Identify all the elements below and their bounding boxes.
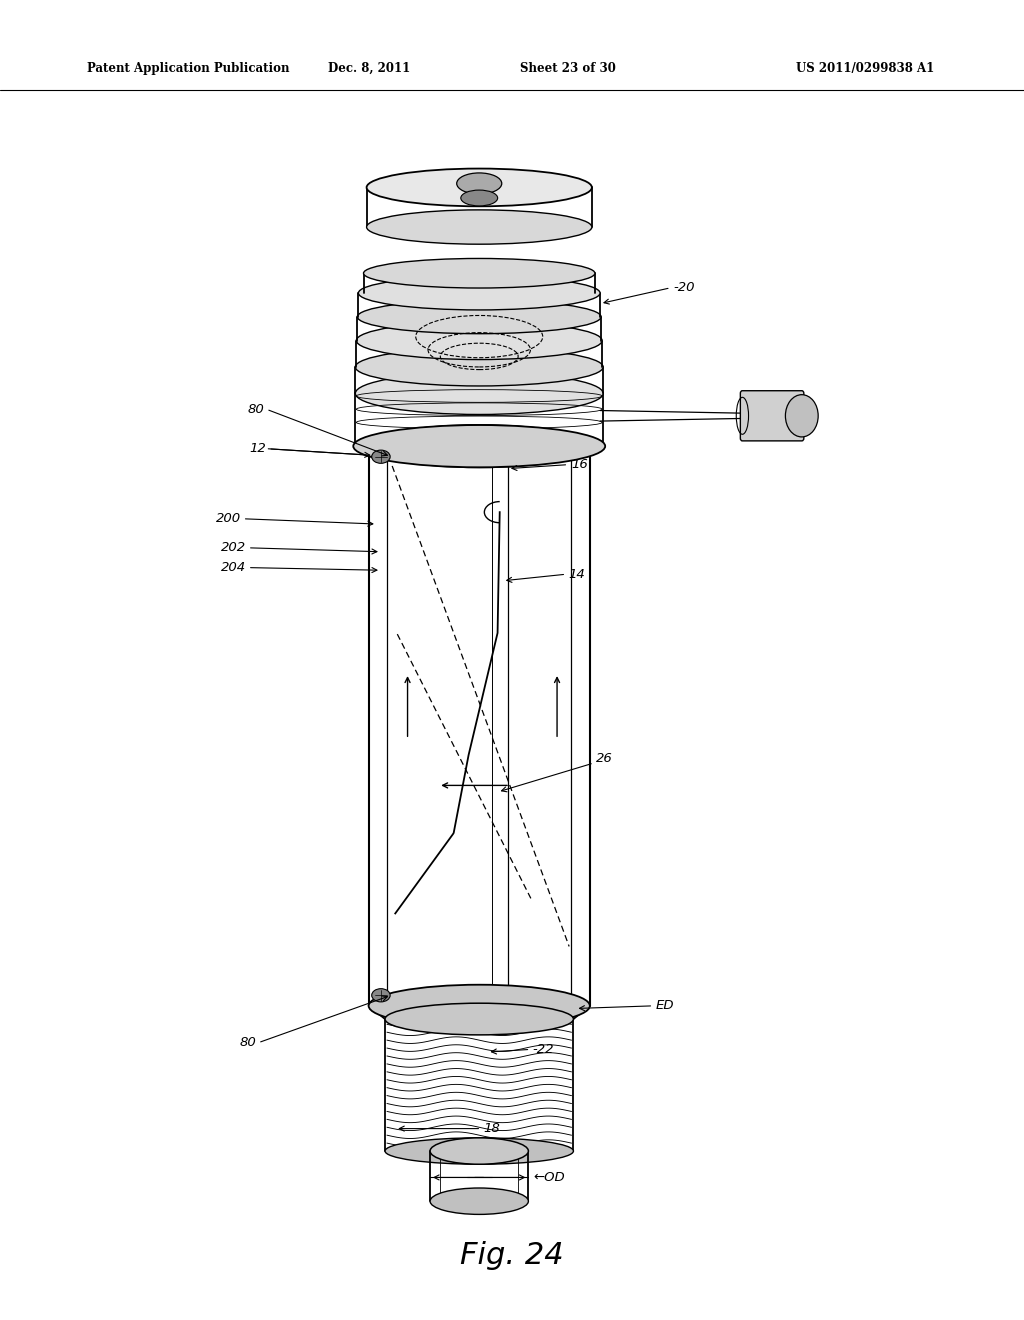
Text: -22: -22 xyxy=(532,1043,554,1056)
Ellipse shape xyxy=(385,1003,573,1035)
Text: ED: ED xyxy=(655,999,674,1012)
Ellipse shape xyxy=(353,425,605,467)
Text: 202: 202 xyxy=(220,541,246,554)
Text: Sheet 23 of 30: Sheet 23 of 30 xyxy=(520,62,616,75)
Ellipse shape xyxy=(430,1138,528,1164)
Text: Dec. 8, 2011: Dec. 8, 2011 xyxy=(328,62,410,75)
Ellipse shape xyxy=(367,210,592,244)
Ellipse shape xyxy=(461,190,498,206)
Ellipse shape xyxy=(457,173,502,194)
Ellipse shape xyxy=(369,985,590,1027)
Text: 200: 200 xyxy=(215,512,241,525)
Text: Patent Application Publication: Patent Application Publication xyxy=(87,62,290,75)
Ellipse shape xyxy=(355,348,603,385)
Ellipse shape xyxy=(357,300,601,334)
Ellipse shape xyxy=(385,1138,573,1164)
Text: US 2011/0299838 A1: US 2011/0299838 A1 xyxy=(796,62,935,75)
Text: 204: 204 xyxy=(220,561,246,574)
Text: -20: -20 xyxy=(674,281,695,294)
Text: 80: 80 xyxy=(240,1036,256,1049)
Ellipse shape xyxy=(372,989,390,1002)
FancyBboxPatch shape xyxy=(740,391,804,441)
Ellipse shape xyxy=(372,450,390,463)
Ellipse shape xyxy=(364,259,595,288)
Ellipse shape xyxy=(355,372,603,414)
Text: 14: 14 xyxy=(568,568,585,581)
Ellipse shape xyxy=(369,425,590,467)
Text: 80: 80 xyxy=(248,403,264,416)
Text: ←OD: ←OD xyxy=(534,1171,565,1184)
Text: 16: 16 xyxy=(571,458,588,471)
Text: 26: 26 xyxy=(596,752,612,766)
Ellipse shape xyxy=(367,169,592,206)
Ellipse shape xyxy=(356,322,602,359)
Text: 18: 18 xyxy=(483,1122,500,1135)
Text: 12: 12 xyxy=(250,442,266,455)
Ellipse shape xyxy=(358,276,600,310)
Text: Fig. 24: Fig. 24 xyxy=(460,1241,564,1270)
Ellipse shape xyxy=(785,395,818,437)
Ellipse shape xyxy=(430,1188,528,1214)
